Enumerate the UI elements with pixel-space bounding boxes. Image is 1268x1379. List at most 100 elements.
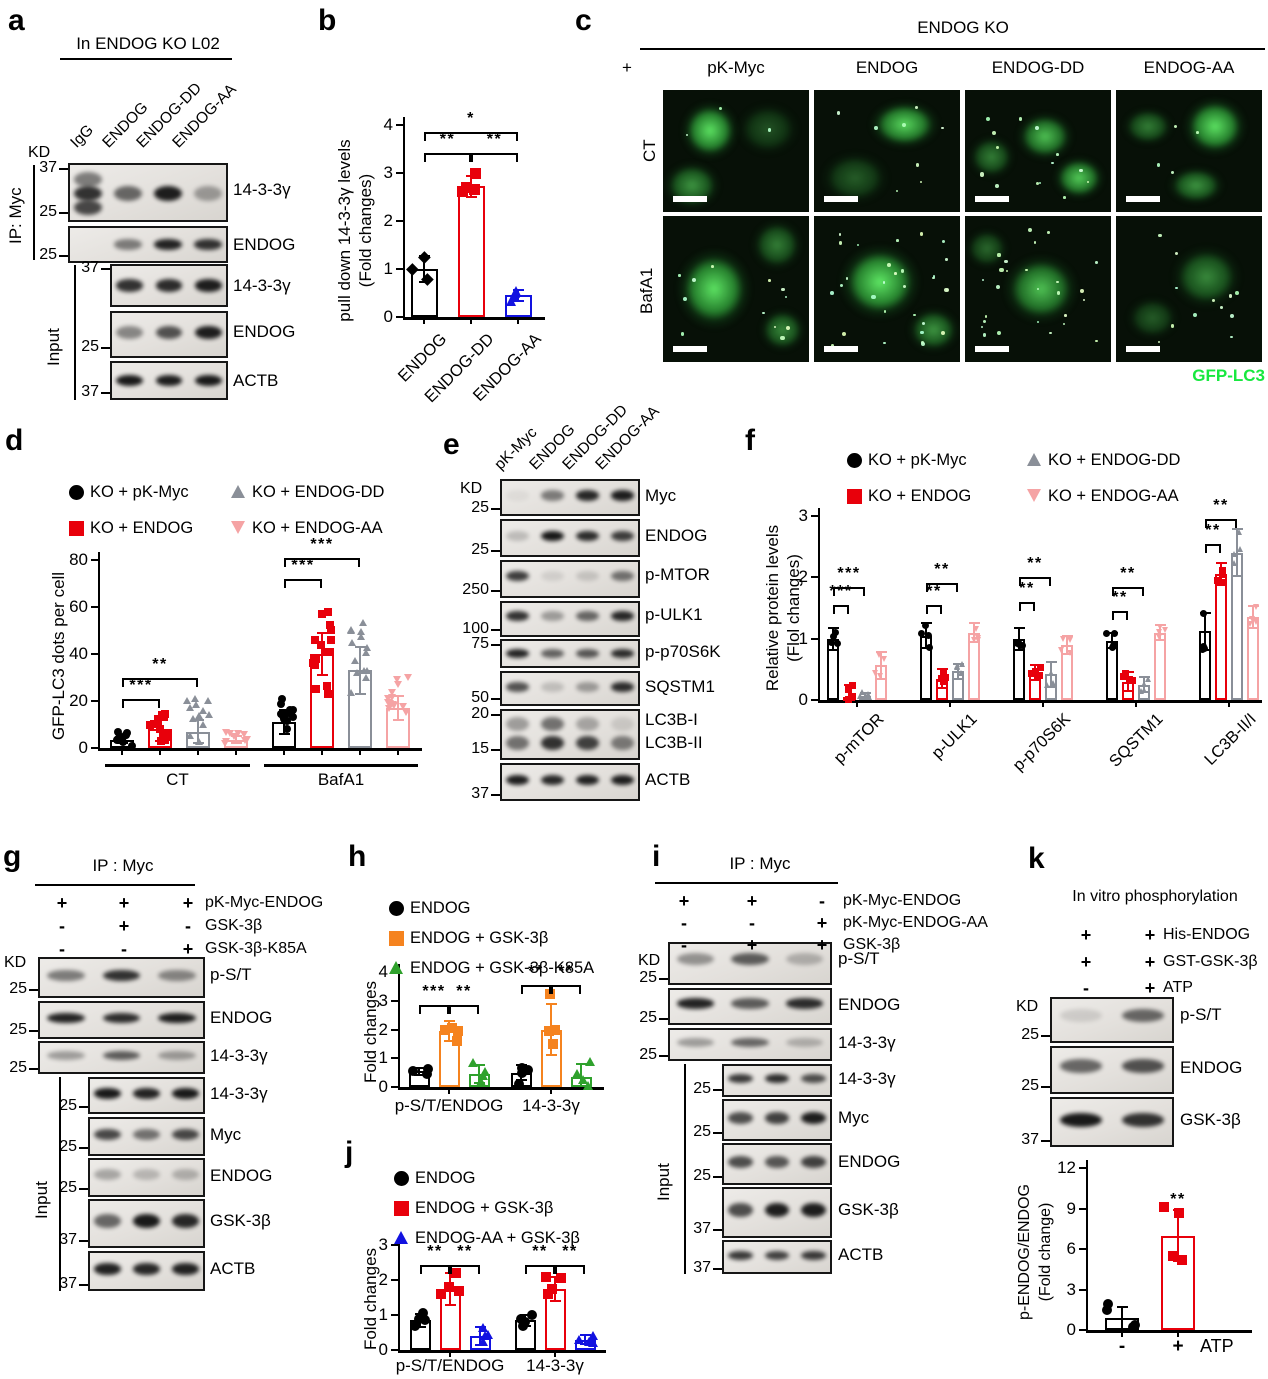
gfp-punctum (774, 325, 777, 329)
legend-marker (393, 1170, 409, 1186)
blot-label: ACTB (233, 370, 279, 390)
y-tick-label: 12 (1057, 1158, 1076, 1177)
panel-c-gfp-lc3-tag: GFP-LC3 (1192, 366, 1265, 385)
blot-label: LC3B-I (645, 710, 698, 730)
x-group-label: CT (166, 770, 189, 789)
cell-blob (1167, 165, 1226, 205)
blot-band (154, 239, 182, 250)
blot-marker-label: 25 (693, 1122, 711, 1140)
gfp-punctum (882, 341, 886, 345)
blot-marker-label: 25 (9, 979, 27, 997)
sig-label: *** (837, 564, 861, 582)
scale-bar (824, 346, 858, 352)
blot-marker-tick (713, 1131, 722, 1134)
cond-sign: + (746, 891, 758, 911)
panel-c-header: ENDOG KO (917, 18, 1009, 37)
legend-label: KO + ENDOG-DD (1048, 451, 1181, 469)
cond-sign: + (1144, 978, 1156, 998)
blot-label: p-ULK1 (645, 605, 703, 625)
blot-marker-label: 37 (59, 1275, 77, 1292)
cond-sign: + (816, 935, 828, 955)
scatter-point (1158, 1202, 1169, 1213)
scatter-point (848, 682, 856, 690)
blot-marker-tick (491, 590, 500, 593)
blot-marker-tick (713, 1267, 722, 1270)
gfp-punctum (995, 284, 1000, 289)
error-cap (414, 1325, 426, 1328)
error-cap (549, 1300, 561, 1302)
blot-marker-tick (79, 1147, 88, 1150)
blot-label: Myc (645, 485, 677, 505)
blot-band (575, 530, 600, 542)
blot-marker-tick (713, 1175, 722, 1178)
scatter-point (1058, 647, 1065, 654)
error-cap (354, 692, 366, 695)
error-cap (549, 1275, 561, 1278)
sig-bracket (284, 557, 360, 567)
blot-band (610, 735, 635, 750)
blot-band (172, 1168, 199, 1180)
scatter-point (327, 635, 336, 644)
y-tick-label: 3 (798, 506, 808, 525)
cell-blob (663, 160, 722, 210)
scatter-point (1237, 546, 1244, 553)
gfp-punctum (980, 172, 985, 177)
blot-band (540, 530, 565, 542)
scatter-point (119, 738, 128, 747)
panel-g-ip-title: IP : Myc (92, 856, 154, 875)
blot-band (158, 1012, 197, 1024)
blot-label: 14-3-3γ (233, 179, 291, 199)
gfp-punctum (944, 287, 949, 292)
cond-sign: + (1080, 952, 1092, 972)
x-axis (97, 748, 422, 751)
scatter-point (970, 636, 977, 643)
scatter-point (547, 1038, 558, 1049)
blot-label: ENDOG (645, 526, 708, 546)
gfp-punctum (1095, 339, 1098, 343)
blot-band (727, 1202, 753, 1218)
cond-label: His-ENDOG (1163, 926, 1251, 943)
blot-band (505, 611, 530, 622)
cond-sign: + (678, 891, 690, 911)
blot-label: ENDOG (210, 1165, 273, 1185)
chart-k-ylabel-line1: p-ENDOG/ENDOG (1016, 1184, 1033, 1321)
y-tick (91, 606, 100, 608)
legend-marker (846, 452, 862, 468)
blot-band (764, 1250, 790, 1261)
error-bar (1066, 635, 1068, 654)
panel-letter-g: g (3, 840, 22, 873)
cond-sign: + (816, 913, 828, 933)
gfp-punctum (856, 244, 860, 247)
error-cap (316, 631, 328, 634)
scatter-point (1110, 629, 1118, 637)
scatter-point (520, 1317, 531, 1327)
blot-band (74, 186, 102, 202)
sig-label: ** (1213, 497, 1229, 515)
blot-marker-label: 250 (462, 581, 489, 599)
x-cat-label: + (1172, 1336, 1184, 1357)
blot-marker-tick (659, 1018, 668, 1021)
blot-band (575, 681, 600, 692)
blot-band (575, 735, 600, 750)
x-tick (423, 319, 425, 324)
cell-blob (680, 100, 739, 160)
gfp-punctum (1156, 163, 1161, 167)
blot-band (172, 1088, 199, 1099)
panel-g-input-label: Input (32, 1181, 51, 1219)
y-tick-label: 0 (383, 307, 393, 326)
blot-marker-label: 25 (1021, 1076, 1039, 1094)
scatter-point (514, 1079, 525, 1090)
scatter-point (468, 1057, 478, 1067)
gfp-punctum (1025, 269, 1028, 272)
scatter-point (1161, 627, 1168, 634)
blot-label: ENDOG (838, 994, 901, 1014)
blot-band (94, 1214, 121, 1228)
gfp-punctum (1158, 233, 1162, 238)
scatter-point (186, 732, 195, 740)
scatter-point (413, 1313, 424, 1324)
scatter-point (483, 1329, 494, 1339)
error-cap (230, 742, 242, 745)
error-cap (1013, 626, 1025, 629)
error-cap (1045, 660, 1057, 663)
bar (1247, 617, 1259, 700)
